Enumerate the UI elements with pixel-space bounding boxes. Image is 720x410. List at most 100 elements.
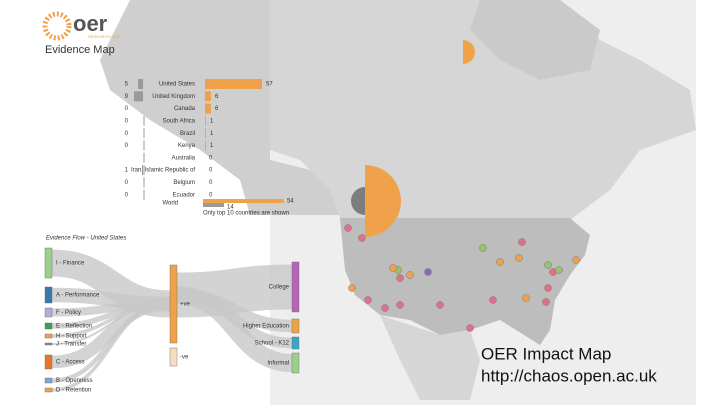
evidence-dot bbox=[572, 256, 580, 264]
evidence-dot bbox=[381, 304, 389, 312]
country-table: United States 5 57 United Kingdom 9 6 Canada 0 6… bbox=[125, 79, 294, 217]
logo: oer RESEARCH HUB bbox=[42, 11, 120, 41]
evidence-dot bbox=[389, 264, 397, 272]
row-bg bbox=[143, 152, 145, 163]
row-bg bbox=[143, 140, 145, 151]
evidence-dot bbox=[518, 238, 526, 246]
positive-count: 0 bbox=[209, 155, 213, 161]
negative-count: 0 bbox=[125, 192, 129, 198]
evidence-dot bbox=[515, 254, 523, 262]
evidence-dot bbox=[544, 261, 552, 269]
flow-link bbox=[176, 286, 293, 372]
positive-count: 1 bbox=[210, 143, 214, 149]
land-mexico bbox=[380, 315, 480, 400]
negative-count: 5 bbox=[125, 82, 129, 88]
source-label: D - Retention bbox=[56, 388, 91, 394]
target-label: Higher Education bbox=[243, 324, 289, 330]
country-label: Australia bbox=[172, 155, 196, 161]
positive-bar bbox=[205, 103, 211, 114]
source-label: I - Finance bbox=[56, 261, 85, 267]
positive-bar bbox=[205, 115, 206, 126]
target-label: Informal bbox=[267, 361, 289, 367]
source-node bbox=[44, 286, 53, 304]
country-label: Brazil bbox=[180, 131, 195, 137]
land-usa bbox=[340, 218, 590, 345]
source-node bbox=[44, 342, 53, 346]
land-alaska bbox=[100, 0, 345, 215]
positive-count: 0 bbox=[209, 180, 213, 186]
negative-count: 0 bbox=[125, 131, 129, 137]
middle-node bbox=[169, 264, 178, 344]
flow-title: Evidence Flow - United States bbox=[46, 236, 126, 242]
negative-count: 0 bbox=[125, 143, 129, 149]
row-bg bbox=[143, 91, 145, 102]
footnote: Only top 10 countries are shown bbox=[203, 211, 289, 217]
row-bg bbox=[143, 79, 145, 89]
positive-bar bbox=[205, 79, 262, 89]
negative-bar bbox=[142, 165, 143, 176]
country-label: United States bbox=[159, 82, 195, 88]
caption-url: http://chaos.open.ac.uk bbox=[481, 366, 657, 385]
country-label: Ecuador bbox=[173, 192, 195, 198]
source-node bbox=[44, 333, 53, 339]
evidence-dot bbox=[364, 296, 372, 304]
evidence-flow: I - Finance A - Performance F - Policy E - … bbox=[44, 247, 300, 394]
row-bg bbox=[143, 165, 145, 176]
row-bg bbox=[143, 128, 145, 139]
positive-bar bbox=[205, 128, 206, 139]
source-node bbox=[44, 354, 53, 370]
evidence-dot bbox=[396, 274, 404, 282]
evidence-dot bbox=[358, 234, 366, 242]
positive-count: 0 bbox=[209, 168, 213, 174]
positive-bar bbox=[205, 140, 206, 151]
logo-sub: RESEARCH HUB bbox=[88, 34, 120, 39]
evidence-dot bbox=[396, 301, 404, 309]
source-label: J - Transfer bbox=[56, 342, 86, 348]
country-label: Canada bbox=[174, 106, 196, 112]
evidence-dot bbox=[489, 296, 497, 304]
target-node bbox=[291, 352, 300, 374]
world-negative-count: 14 bbox=[227, 205, 234, 211]
negative-count: 0 bbox=[125, 106, 129, 112]
positive-count: 1 bbox=[210, 131, 214, 137]
caption-title: OER Impact Map bbox=[481, 344, 611, 363]
negative-bar bbox=[138, 79, 143, 89]
source-label: B - Openness bbox=[56, 378, 93, 384]
evidence-dot bbox=[436, 301, 444, 309]
source-node bbox=[44, 247, 53, 279]
target-node bbox=[291, 318, 300, 334]
row-bg bbox=[143, 115, 145, 126]
positive-count: 1 bbox=[210, 118, 214, 124]
evidence-dots bbox=[344, 224, 580, 332]
negative-count: 0 bbox=[125, 180, 129, 186]
world-negative-bar bbox=[203, 203, 224, 207]
target-node bbox=[291, 336, 300, 350]
evidence-dot bbox=[496, 258, 504, 266]
country-label: Iran, Islamic Republic of bbox=[131, 168, 195, 174]
source-node bbox=[44, 307, 53, 318]
middle-label: -ve bbox=[180, 355, 189, 361]
source-label: A - Performance bbox=[56, 293, 100, 299]
evidence-dot bbox=[348, 284, 356, 292]
source-label: E - Reflection bbox=[56, 324, 92, 330]
world-positive-bar bbox=[203, 199, 284, 203]
evidence-dot bbox=[555, 266, 563, 274]
negative-count: 9 bbox=[125, 94, 129, 100]
evidence-dot bbox=[544, 284, 552, 292]
row-bg bbox=[143, 189, 145, 200]
country-label: South Africa bbox=[163, 118, 196, 124]
country-label: United Kingdom bbox=[152, 94, 195, 100]
row-bg bbox=[143, 103, 145, 114]
world-positive-count: 54 bbox=[287, 199, 294, 205]
source-label: H - Support bbox=[56, 334, 87, 340]
source-node bbox=[44, 377, 53, 384]
country-label: Belgium bbox=[173, 180, 195, 186]
source-node bbox=[44, 322, 53, 330]
country-label: Kenya bbox=[178, 143, 196, 149]
world-label: World bbox=[162, 201, 178, 207]
evidence-dot bbox=[522, 294, 530, 302]
evidence-dot bbox=[542, 298, 550, 306]
target-label: College bbox=[269, 285, 290, 291]
pie-usa-positive bbox=[365, 165, 401, 237]
